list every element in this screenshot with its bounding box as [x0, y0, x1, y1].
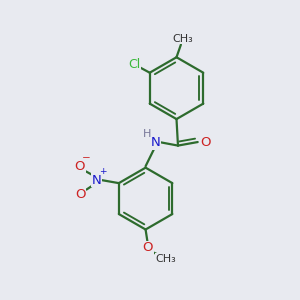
Text: O: O: [75, 188, 86, 200]
Text: −: −: [82, 153, 91, 164]
Text: +: +: [100, 167, 107, 176]
Text: N: N: [150, 136, 160, 149]
Text: CH₃: CH₃: [156, 254, 177, 264]
Text: O: O: [75, 160, 85, 173]
Text: Cl: Cl: [128, 58, 140, 71]
Text: N: N: [92, 174, 102, 187]
Text: CH₃: CH₃: [172, 34, 193, 44]
Text: O: O: [143, 241, 153, 254]
Text: O: O: [201, 136, 211, 148]
Text: H: H: [143, 129, 152, 139]
